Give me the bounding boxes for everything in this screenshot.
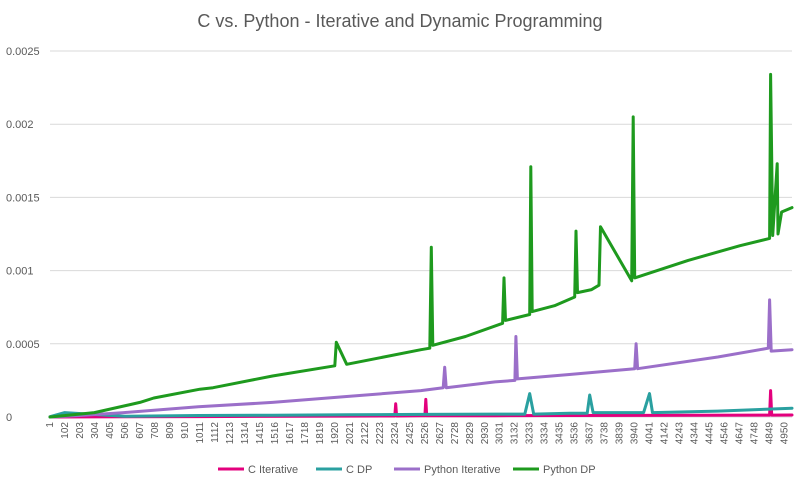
x-tick-label: 3536 — [570, 422, 581, 445]
x-tick-label: 4344 — [690, 422, 701, 445]
legend-label: Python DP — [543, 464, 596, 476]
x-tick-label: 1617 — [285, 422, 296, 445]
x-tick-label: 4950 — [780, 422, 791, 445]
x-tick-label: 3031 — [495, 422, 506, 445]
x-tick-label: 2627 — [435, 422, 446, 445]
x-tick-label: 1011 — [195, 422, 206, 444]
legend-label: C DP — [346, 464, 372, 476]
x-tick-label: 3637 — [585, 422, 596, 445]
x-tick-label: 2223 — [375, 422, 386, 445]
series-lines — [48, 72, 794, 419]
legend-label: Python Iterative — [424, 464, 500, 476]
x-tick-label: 3334 — [540, 422, 551, 445]
x-tick-label: 1314 — [240, 422, 251, 445]
series-line-python-dp — [48, 72, 794, 419]
x-tick-label: 203 — [75, 422, 86, 439]
series-line-python-iterative — [48, 298, 794, 419]
x-tick-label: 1213 — [225, 422, 236, 445]
x-tick-label: 4546 — [720, 422, 731, 445]
x-tick-label: 4041 — [645, 422, 656, 445]
series-line-c-dp — [48, 392, 794, 419]
x-tick-label: 2930 — [480, 422, 491, 445]
y-tick-label: 0.0025 — [6, 46, 40, 58]
y-axis-ticks: 0 0.0005 0.001 0.0015 0.002 0.0025 — [6, 46, 40, 424]
x-tick-label: 1718 — [300, 422, 311, 445]
legend: C Iterative C DP Python Iterative Python DP — [218, 464, 596, 476]
x-tick-label: 506 — [120, 422, 131, 439]
x-tick-label: 4647 — [735, 422, 746, 445]
x-tick-label: 809 — [165, 422, 176, 439]
x-tick-label: 3940 — [630, 422, 641, 445]
x-tick-label: 3132 — [510, 422, 521, 445]
x-tick-label: 4142 — [660, 422, 671, 445]
x-tick-label: 2122 — [360, 422, 371, 445]
x-tick-label: 3233 — [525, 422, 536, 445]
x-tick-label: 708 — [150, 422, 161, 439]
x-tick-label: 1516 — [270, 422, 281, 445]
x-tick-label: 1112 — [210, 422, 221, 443]
gridlines — [50, 50, 792, 345]
x-tick-label: 2526 — [420, 422, 431, 445]
x-tick-label: 1920 — [330, 422, 341, 445]
y-tick-label: 0.001 — [6, 266, 34, 278]
x-tick-label: 607 — [135, 422, 146, 439]
x-tick-label: 405 — [105, 422, 116, 439]
y-tick-label: 0.0005 — [6, 339, 40, 351]
x-tick-label: 102 — [60, 422, 71, 439]
y-tick-label: 0.002 — [6, 119, 34, 131]
x-axis-ticks: 1 102 203 304 405 506 607 708 809 910 1011 1112 1213… — [45, 422, 791, 445]
x-tick-label: 1 — [45, 422, 56, 428]
x-tick-label: 2021 — [345, 422, 356, 445]
x-tick-label: 2829 — [465, 422, 476, 445]
y-tick-label: 0.0015 — [6, 192, 40, 204]
x-tick-label: 1819 — [315, 422, 326, 445]
x-tick-label: 910 — [180, 422, 191, 439]
x-tick-label: 1415 — [255, 422, 266, 445]
x-tick-label: 4849 — [765, 422, 776, 445]
y-tick-label: 0 — [6, 412, 12, 424]
chart-title: C vs. Python - Iterative and Dynamic Pro… — [197, 11, 602, 31]
x-tick-label: 2728 — [450, 422, 461, 445]
x-tick-label: 304 — [90, 422, 101, 439]
x-tick-label: 4748 — [750, 422, 761, 445]
x-tick-label: 2425 — [405, 422, 416, 445]
x-tick-label: 3738 — [600, 422, 611, 445]
legend-label: C Iterative — [248, 464, 298, 476]
x-tick-label: 3839 — [615, 422, 626, 445]
x-tick-label: 3435 — [555, 422, 566, 445]
x-tick-label: 4445 — [705, 422, 716, 445]
x-tick-label: 2324 — [390, 422, 401, 445]
x-tick-label: 4243 — [675, 422, 686, 445]
